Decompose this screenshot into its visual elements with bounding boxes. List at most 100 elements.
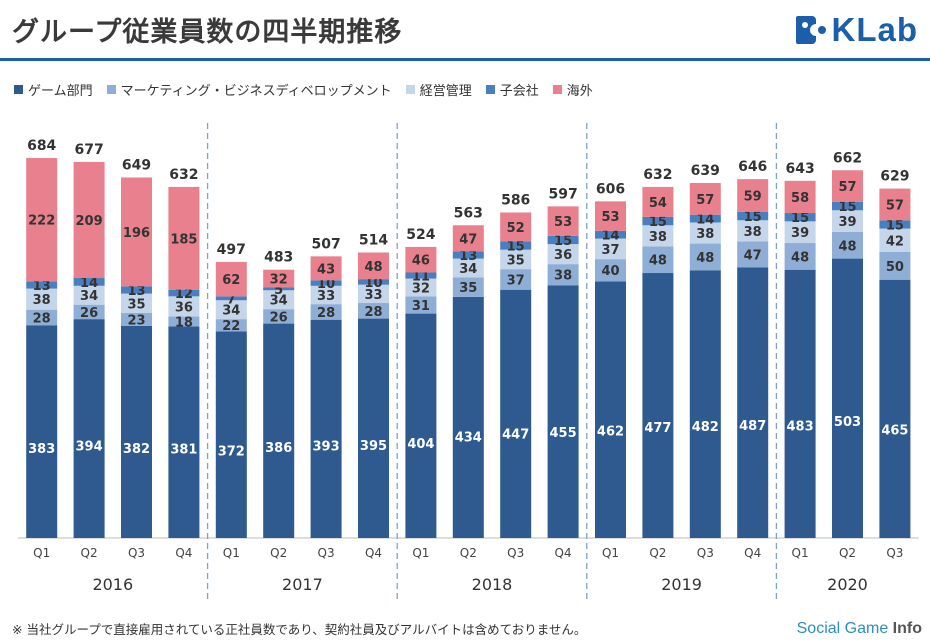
bar-segment-marketing: [73, 304, 105, 320]
data-label-marketing: 37: [507, 273, 525, 288]
data-label-subsidiary: 14: [80, 276, 98, 291]
bar-segment-game: [263, 323, 295, 538]
bar-segment-management: [500, 249, 532, 270]
bar-segment-game: [215, 331, 247, 538]
data-label-marketing: 18: [175, 315, 193, 330]
page-title: グループ従業員数の四半期推移: [12, 17, 403, 48]
bar-segment-game: [689, 270, 721, 538]
data-label-subsidiary: 10: [317, 277, 335, 292]
legend-label-management: 経営管理: [419, 84, 472, 99]
data-label-game: 482: [692, 420, 719, 435]
x-tick-label: Q3: [128, 546, 145, 560]
total-label: 649: [122, 157, 151, 173]
data-label-overseas: 48: [364, 260, 382, 275]
watermark: Social Game Info: [797, 620, 922, 638]
data-label-overseas: 57: [696, 193, 714, 208]
data-label-subsidiary: 15: [886, 218, 904, 233]
data-label-marketing: 48: [791, 250, 809, 265]
bar-segment-subsidiary: [26, 281, 58, 289]
data-label-game: 465: [881, 424, 908, 439]
data-label-subsidiary: 11: [412, 270, 430, 285]
data-label-game: 404: [407, 437, 434, 452]
data-label-management: 38: [649, 230, 667, 245]
bar-segment-management: [689, 222, 721, 244]
data-label-subsidiary: 10: [364, 276, 382, 291]
total-label: 606: [596, 181, 625, 197]
year-label: 2020: [827, 575, 868, 594]
legend-item-overseas: 海外: [552, 80, 593, 99]
total-label: 514: [359, 232, 388, 248]
data-label-game: 383: [28, 442, 55, 457]
bar-segment-game: [310, 319, 342, 538]
bar-segment-subsidiary: [121, 286, 152, 294]
data-label-marketing: 31: [412, 299, 430, 314]
x-tick-label: Q1: [602, 546, 619, 560]
year-label: 2018: [472, 575, 513, 594]
data-label-subsidiary: 12: [175, 287, 193, 302]
data-label-marketing: 22: [222, 319, 240, 334]
bar-segment-overseas: [263, 269, 295, 288]
bar-segment-subsidiary: [358, 279, 389, 285]
bar-segment-game: [452, 296, 484, 538]
bar-segment-marketing: [215, 319, 247, 332]
data-label-management: 35: [507, 253, 525, 268]
bar-segment-management: [595, 238, 626, 260]
legend-swatch-game: [14, 85, 23, 94]
data-label-marketing: 28: [33, 311, 51, 326]
x-tick-label: Q2: [460, 546, 477, 560]
data-label-subsidiary: 15: [507, 240, 525, 255]
x-tick-label: Q1: [792, 546, 809, 560]
bar-segment-marketing: [547, 264, 579, 286]
data-label-marketing: 50: [886, 260, 904, 275]
bar-segment-management: [832, 210, 863, 232]
data-label-game: 372: [218, 444, 245, 459]
bar-segment-overseas: [737, 179, 769, 212]
bar-segment-game: [595, 281, 626, 538]
bar-segment-management: [642, 225, 674, 247]
bar-segment-subsidiary: [595, 230, 626, 239]
x-tick-label: Q3: [507, 546, 524, 560]
watermark-text: Social Game: [796, 620, 893, 637]
data-label-marketing: 40: [601, 264, 619, 279]
x-tick-label: Q2: [270, 546, 287, 560]
data-label-game: 477: [644, 421, 671, 436]
bar-segment-overseas: [310, 256, 342, 281]
bar-segment-overseas: [452, 225, 484, 252]
data-label-overseas: 43: [317, 262, 335, 277]
data-label-marketing: 28: [364, 305, 382, 320]
bar-segment-game: [358, 318, 389, 538]
data-label-game: 455: [550, 426, 577, 441]
data-label-management: 38: [33, 293, 51, 308]
data-label-overseas: 32: [270, 273, 288, 288]
data-label-overseas: 52: [507, 221, 525, 236]
bar-segment-overseas: [595, 201, 626, 231]
legend-swatch-subsidiary: [485, 85, 495, 94]
data-label-marketing: 26: [80, 306, 98, 321]
bar-segment-management: [879, 228, 911, 252]
data-label-subsidiary: 14: [696, 213, 714, 228]
bar-segment-subsidiary: [73, 278, 105, 286]
bar-segment-subsidiary: [737, 211, 769, 221]
bar-segment-game: [879, 279, 911, 538]
x-tick-label: Q4: [555, 546, 572, 560]
data-label-subsidiary: 13: [33, 279, 51, 294]
bar-segment-management: [168, 296, 200, 317]
bar-segment-overseas: [168, 186, 200, 290]
bar-segment-subsidiary: [215, 296, 247, 301]
data-label-overseas: 222: [28, 214, 55, 229]
legend-swatch-marketing: [106, 85, 116, 94]
bar-segment-marketing: [784, 243, 816, 270]
bar-segment-management: [737, 220, 769, 242]
data-label-game: 394: [76, 439, 103, 454]
data-label-management: 37: [601, 243, 619, 258]
x-tick-label: Q3: [886, 546, 903, 560]
data-label-game: 503: [834, 415, 861, 430]
bar-segment-marketing: [452, 277, 484, 297]
data-label-overseas: 196: [123, 226, 150, 241]
bar-segment-subsidiary: [310, 280, 342, 286]
bar-segment-game: [832, 258, 863, 538]
data-label-subsidiary: 5: [274, 283, 283, 298]
data-label-subsidiary: 13: [459, 249, 477, 264]
data-label-management: 33: [364, 288, 382, 303]
data-label-game: 483: [787, 420, 814, 435]
